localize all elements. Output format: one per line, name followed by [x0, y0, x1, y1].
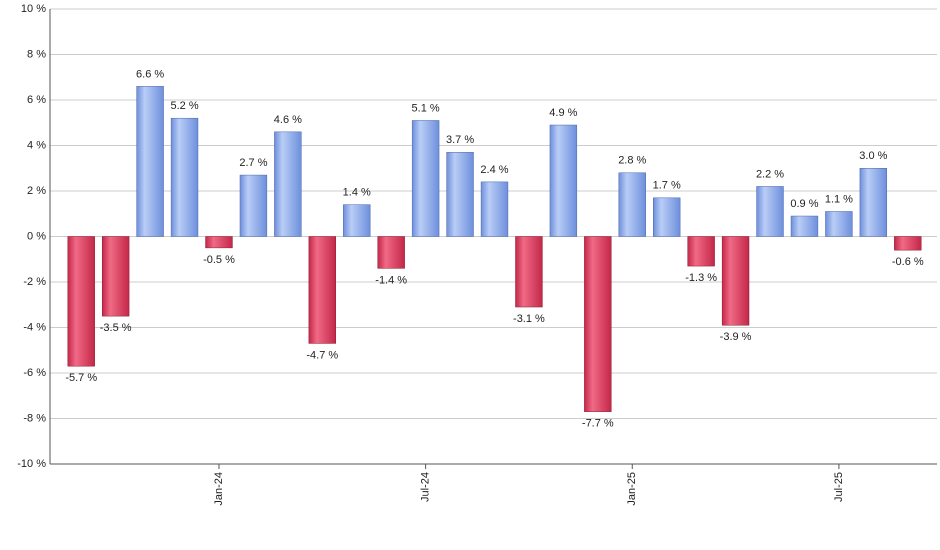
value-label: 3.0 % [859, 150, 887, 162]
value-label: 3.7 % [446, 134, 474, 146]
value-label: -3.5 % [100, 322, 132, 334]
value-label: 0.9 % [790, 198, 818, 210]
value-label: 2.7 % [239, 157, 267, 169]
bar [239, 174, 268, 237]
x-tick-label: Jan-25 [626, 472, 638, 506]
bar [274, 131, 302, 237]
value-label: -5.7 % [65, 372, 97, 384]
bar [67, 236, 95, 367]
y-tick-label: 8 % [27, 48, 46, 60]
value-label: 4.6 % [274, 114, 302, 126]
value-label: 6.6 % [136, 68, 164, 80]
bar [446, 152, 474, 237]
bar [377, 236, 405, 269]
value-label: -0.5 % [203, 254, 235, 266]
bar [894, 236, 922, 251]
bar [653, 197, 681, 237]
bar [584, 236, 612, 412]
y-tick-label: 4 % [27, 139, 46, 151]
y-tick-label: -10 % [17, 458, 46, 470]
bar [205, 236, 233, 249]
y-tick-label: 0 % [27, 230, 46, 242]
value-label: 5.2 % [170, 100, 198, 112]
bar [308, 236, 336, 344]
x-tick-label: Jul-25 [833, 472, 845, 502]
bar [411, 120, 440, 237]
value-label: -1.3 % [685, 272, 717, 284]
bar [480, 181, 509, 237]
value-label: -0.6 % [892, 256, 924, 268]
x-tick-label: Jan-24 [213, 472, 225, 506]
bar [549, 124, 578, 237]
value-label: -3.1 % [513, 313, 545, 325]
bar [859, 168, 888, 237]
value-label: 4.9 % [549, 107, 577, 119]
bar [170, 117, 199, 237]
y-tick-label: -8 % [23, 412, 46, 424]
value-label: 2.4 % [480, 164, 508, 176]
bar [618, 172, 646, 237]
value-label: -4.7 % [306, 349, 338, 361]
y-tick-label: 10 % [21, 3, 46, 15]
value-label: -3.9 % [720, 331, 752, 343]
y-tick-label: -6 % [23, 367, 46, 379]
value-label: -1.4 % [375, 274, 407, 286]
y-tick-label: 6 % [27, 94, 46, 106]
x-tick-label: Jul-24 [420, 472, 432, 502]
value-label: 1.4 % [343, 187, 371, 199]
value-label: 1.1 % [825, 193, 853, 205]
value-label: 2.2 % [756, 168, 784, 180]
y-tick-label: -2 % [23, 276, 46, 288]
bar [687, 236, 715, 267]
y-tick-label: -4 % [23, 321, 46, 333]
bar [343, 204, 371, 237]
value-label: 2.8 % [618, 155, 646, 167]
y-tick-label: 2 % [27, 185, 46, 197]
bar [790, 215, 819, 237]
bar [101, 236, 130, 317]
bar [515, 236, 543, 308]
value-label: 1.7 % [653, 180, 681, 192]
bar [721, 236, 750, 326]
bar [825, 211, 853, 237]
bar [756, 186, 784, 237]
bar [136, 86, 164, 237]
value-label: 5.1 % [412, 102, 440, 114]
value-label: -7.7 % [582, 418, 614, 430]
